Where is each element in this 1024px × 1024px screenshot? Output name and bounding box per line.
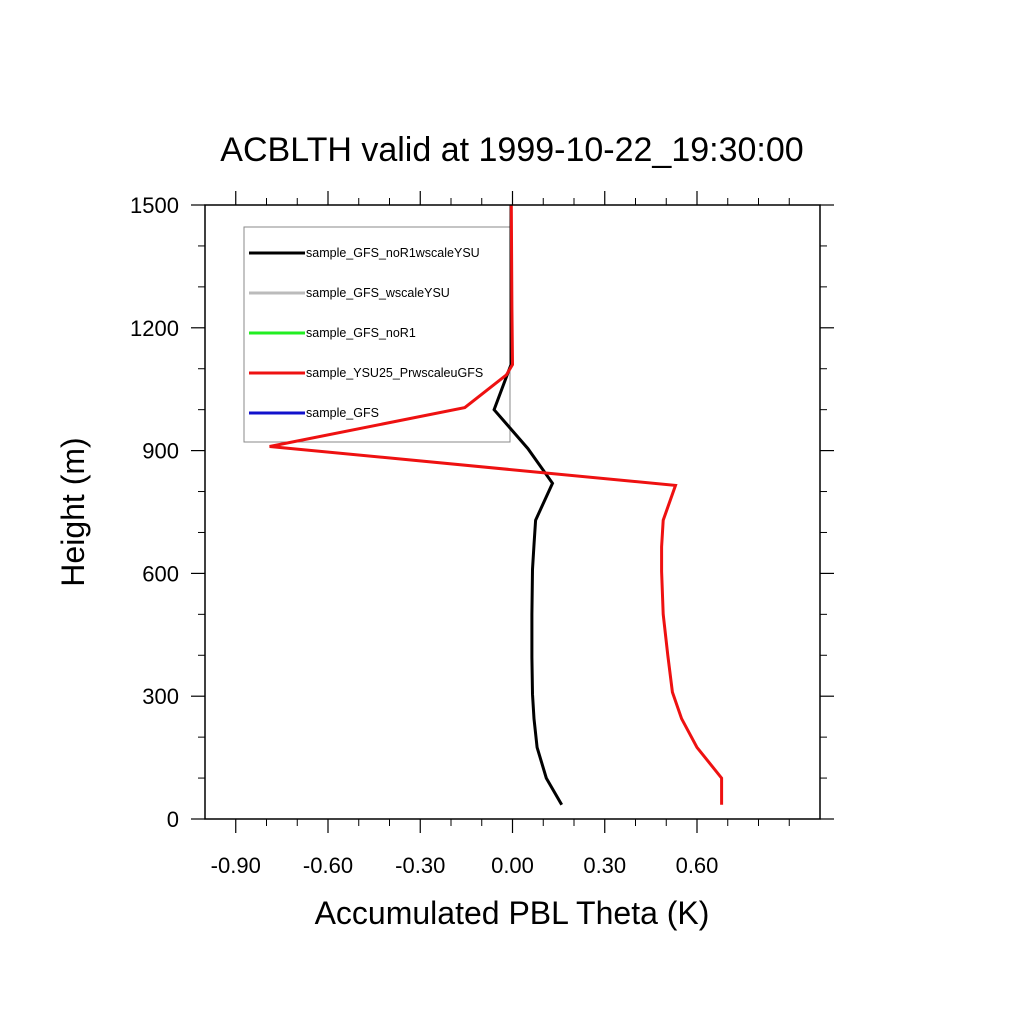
x-tick-label: -0.90 bbox=[211, 853, 261, 878]
legend: sample_GFS_noR1wscaleYSU sample_GFS_wscal… bbox=[243, 226, 511, 443]
x-tick-label: -0.60 bbox=[303, 853, 353, 878]
y-tick-label: 1200 bbox=[130, 316, 179, 341]
y-axis-label: Height (m) bbox=[55, 437, 91, 586]
y-tick-label: 300 bbox=[142, 684, 179, 709]
series-line-0 bbox=[492, 205, 563, 806]
axis-ticks bbox=[191, 191, 834, 833]
y-tick-label: 600 bbox=[142, 561, 179, 586]
legend-label: sample_GFS_noR1wscaleYSU bbox=[306, 246, 480, 260]
y-tick-label: 900 bbox=[142, 439, 179, 464]
legend-items: sample_GFS_noR1wscaleYSU sample_GFS_wscal… bbox=[249, 246, 483, 420]
y-tick-label: 0 bbox=[167, 807, 179, 832]
legend-label: sample_GFS_wscaleYSU bbox=[306, 286, 450, 300]
legend-label: sample_YSU25_PrwscaleuGFS bbox=[306, 366, 483, 380]
x-tick-label: -0.30 bbox=[395, 853, 445, 878]
chart-title: ACBLTH valid at 1999-10-22_19:30:00 bbox=[220, 131, 803, 169]
series-line-3 bbox=[269, 204, 724, 805]
x-axis-label: Accumulated PBL Theta (K) bbox=[315, 895, 710, 931]
x-tick-label: 0.60 bbox=[676, 853, 719, 878]
legend-label: sample_GFS bbox=[306, 406, 379, 420]
y-tick-label: 1500 bbox=[130, 193, 179, 218]
legend-label: sample_GFS_noR1 bbox=[306, 326, 416, 340]
x-tick-label: 0.00 bbox=[491, 853, 534, 878]
tick-labels: -0.90 -0.60 -0.30 0.00 0.30 0.60 0 300 600 900 120… bbox=[130, 193, 718, 878]
series-lines bbox=[269, 204, 724, 806]
x-tick-label: 0.30 bbox=[583, 853, 626, 878]
plot-frame bbox=[204, 204, 821, 820]
